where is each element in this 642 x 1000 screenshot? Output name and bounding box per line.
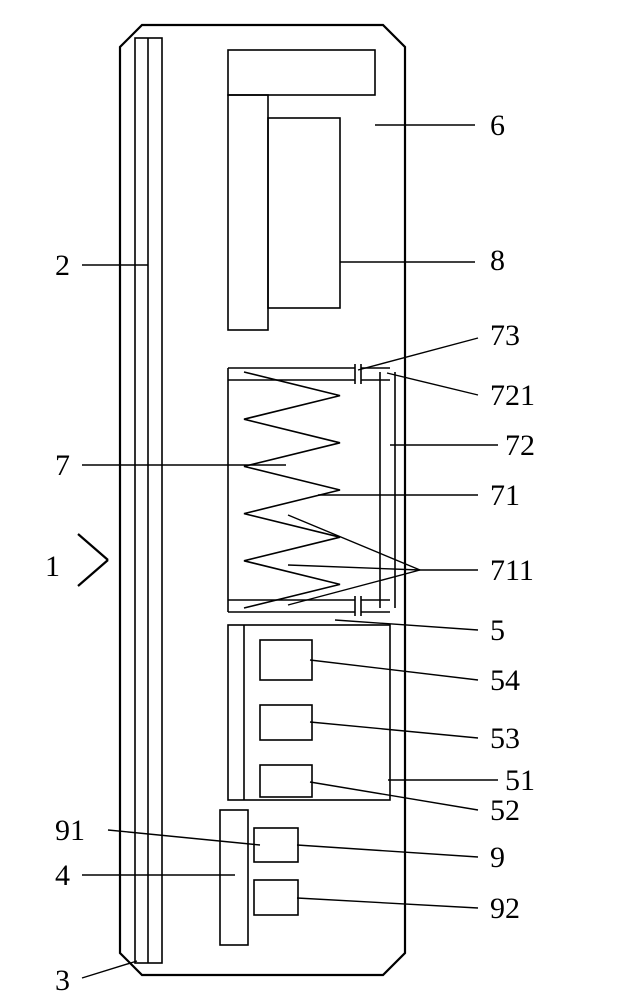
callout-91: 91 [55, 814, 85, 847]
callout-4: 4 [55, 859, 70, 892]
callout-5: 5 [490, 614, 505, 647]
callout-73: 73 [490, 319, 520, 352]
callout-8: 8 [490, 244, 505, 277]
callout-6: 6 [490, 109, 505, 142]
callout-711: 711 [490, 554, 534, 587]
callout-53: 53 [490, 722, 520, 755]
callout-9: 9 [490, 841, 505, 874]
callout-1: 1 [45, 550, 60, 583]
callout-7: 7 [55, 449, 70, 482]
slab-2 [135, 38, 162, 963]
labels: 682737217277117115545351529194923 [45, 109, 535, 997]
callout-92: 92 [490, 892, 520, 925]
callout-3: 3 [55, 964, 70, 997]
callout-721: 721 [490, 379, 535, 412]
upper-assembly [228, 50, 375, 330]
mid-assembly-7 [228, 364, 395, 616]
callout-72: 72 [505, 429, 535, 462]
callout-51: 51 [505, 764, 535, 797]
block-4-9 [220, 810, 298, 945]
callout-54: 54 [490, 664, 520, 697]
callout-52: 52 [490, 794, 520, 827]
block-5 [228, 625, 390, 800]
callout-2: 2 [55, 249, 70, 282]
callout-71: 71 [490, 479, 520, 512]
arrow-1 [78, 534, 108, 586]
